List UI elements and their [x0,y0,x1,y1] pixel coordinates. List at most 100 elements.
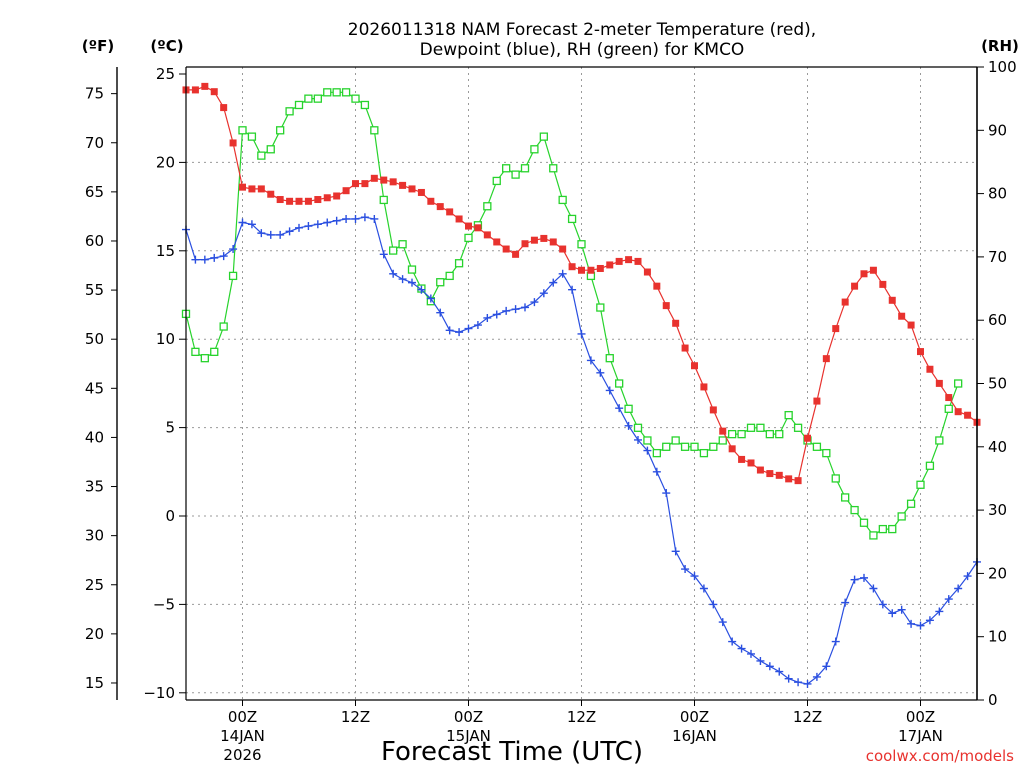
rh-point [398,240,407,249]
rh-point [944,404,953,413]
rh-point [850,505,859,515]
dewpoint-point [351,214,360,223]
temperature-point [521,240,529,248]
rh-point [935,436,944,445]
temperature-point [954,408,962,416]
fahrenheit-tick-label: 35 [85,478,104,496]
rh-point [680,442,690,451]
rh-point [822,448,831,458]
rh-point [464,233,473,243]
series-temperature [182,82,981,485]
temperature-point [295,197,303,205]
dewpoint-point [803,679,812,688]
temperature-point [869,266,877,274]
dewpoint-point [869,584,878,593]
celsius-tick-label: 10 [156,330,175,348]
temperature-point [408,185,416,193]
temperature-point [860,270,868,278]
dewpoint-point [662,489,671,498]
time-tick-label: 00Z [454,708,483,726]
temperature-point [898,312,906,320]
temperature-point [257,185,265,193]
temperature-point [474,224,482,232]
temperature-point [775,471,783,479]
temperature-point [229,139,237,147]
rh-point [878,524,887,534]
celsius-tick-label: 0 [165,507,175,525]
dewpoint-point [775,667,784,676]
chart-title-line1: 2026011318 NAM Forecast 2-meter Temperat… [348,20,816,40]
chart-title-line2: Dewpoint (blue), RH (green) for KMCO [420,40,745,60]
temperature-point [804,434,811,442]
temperature-point [851,282,859,290]
temperature-point [709,406,717,414]
dewpoint-point [944,595,953,604]
dewpoint-point [747,649,755,658]
temperature-point [662,302,670,310]
dewpoint-point [596,368,605,377]
rh-point [276,126,285,135]
rh-point [633,423,643,432]
fahrenheit-tick-label: 25 [85,576,104,594]
rh-point [304,94,313,103]
rh-point [351,94,360,103]
temperature-point [879,280,887,288]
temperature-point [945,394,953,402]
temperature-point [427,197,435,205]
rh-point [662,442,671,451]
dewpoint-point [709,600,718,609]
rh-point [605,354,614,363]
fahrenheit-tick-label: 50 [85,330,104,348]
series-layer [181,82,981,688]
celsius-tick-label: −5 [153,595,175,613]
rh-point [906,499,916,508]
dewpoint-point [539,289,548,298]
rh-tick-label: 90 [988,121,1007,139]
rh-point [266,145,275,154]
temperature-point [841,298,849,306]
temperature-point [785,475,793,483]
fahrenheit-tick-label: 65 [85,183,104,201]
rh-point [624,404,633,413]
temperature-point [333,192,341,200]
dewpoint-point [417,285,426,294]
celsius-tick-label: 25 [156,65,175,83]
series-line [185,91,959,537]
time-tick-label: 12Z [793,708,822,726]
dewpoint-point [295,223,303,232]
time-tick-label: 12Z [567,708,596,726]
dewpoint-point [888,609,897,618]
dewpoint-point [671,547,680,556]
rh-tick-label: 20 [988,564,1007,582]
rh-tick-label: 80 [988,185,1007,203]
dewpoint-point [464,324,473,333]
celsius-axis-unit: (ºC) [150,37,183,55]
temperature-point [267,190,275,198]
rh-point [191,347,200,357]
dewpoint-point [615,404,624,413]
series-relative-humidity [181,88,963,540]
rh-point [247,132,257,141]
dewpoint-point [681,565,690,574]
rh-point [502,164,511,173]
dewpoint-point [398,275,407,284]
dewpoint-point [634,435,642,444]
rh-point [888,524,897,534]
dewpoint-point [285,227,294,236]
temperature-point [465,222,472,230]
dewpoint-point [860,573,868,582]
series-dewpoint [182,213,981,688]
dewpoint-point [313,220,322,229]
fahrenheit-tick-label: 30 [85,527,104,545]
dewpoint-point [765,662,774,671]
dewpoint-point [360,213,369,222]
temperature-point [794,477,802,485]
temperature-point [191,86,199,94]
dewpoint-point [652,467,661,476]
dewpoint-point [690,572,699,581]
dewpoint-point [699,584,708,593]
temperature-point [568,263,576,271]
dewpoint-point [455,328,464,337]
dewpoint-point [822,662,831,671]
